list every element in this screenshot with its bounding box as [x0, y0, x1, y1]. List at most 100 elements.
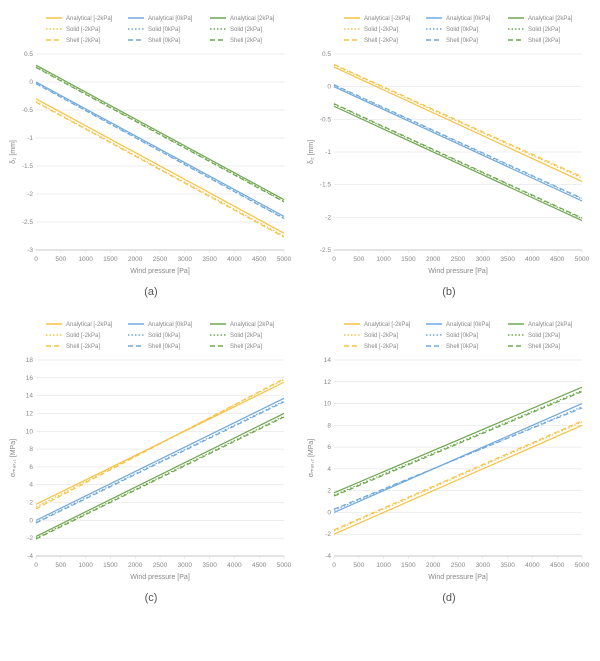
svg-text:-3: -3 — [27, 247, 33, 254]
svg-text:500: 500 — [353, 256, 364, 263]
panel-c: -4-2024681012141618050010001500200025003… — [6, 314, 296, 584]
svg-text:Shell [2kPa]: Shell [2kPa] — [230, 38, 262, 44]
svg-text:2000: 2000 — [128, 256, 143, 263]
caption-c: (c) — [6, 586, 296, 618]
svg-text:-2: -2 — [325, 531, 331, 538]
svg-text:6: 6 — [327, 444, 331, 451]
svg-text:δ₂ [mm]: δ₂ [mm] — [308, 140, 315, 164]
svg-text:-0.5: -0.5 — [22, 107, 34, 114]
svg-text:2000: 2000 — [128, 562, 143, 569]
svg-text:Solid [0kPa]: Solid [0kPa] — [148, 27, 180, 33]
svg-text:14: 14 — [26, 393, 34, 400]
svg-text:-4: -4 — [325, 553, 331, 560]
svg-text:4: 4 — [29, 482, 33, 489]
svg-text:Shell [-2kPa]: Shell [-2kPa] — [364, 344, 398, 350]
svg-text:Shell [0kPa]: Shell [0kPa] — [446, 344, 478, 350]
svg-text:Solid [2kPa]: Solid [2kPa] — [528, 333, 560, 339]
svg-text:0: 0 — [327, 84, 331, 91]
svg-text:-2.5: -2.5 — [320, 247, 332, 254]
svg-text:-2: -2 — [27, 535, 33, 542]
svg-text:σₘₐₓ,₁ [MPa]: σₘₐₓ,₁ [MPa] — [10, 439, 17, 477]
svg-text:3500: 3500 — [500, 562, 515, 569]
svg-text:Analytical [0kPa]: Analytical [0kPa] — [148, 16, 193, 22]
svg-text:4000: 4000 — [525, 256, 540, 263]
panel-d: -4-2024681012140500100015002000250030003… — [304, 314, 594, 584]
chart-d: -4-2024681012140500100015002000250030003… — [304, 314, 590, 584]
svg-text:0: 0 — [332, 562, 336, 569]
svg-text:2: 2 — [29, 500, 33, 507]
svg-text:8: 8 — [327, 422, 331, 429]
svg-text:3000: 3000 — [476, 562, 491, 569]
svg-text:Solid [-2kPa]: Solid [-2kPa] — [66, 27, 100, 33]
svg-text:14: 14 — [324, 357, 332, 364]
svg-text:0: 0 — [327, 509, 331, 516]
svg-text:0: 0 — [34, 562, 38, 569]
svg-text:Analytical [-2kPa]: Analytical [-2kPa] — [364, 16, 411, 22]
svg-text:-2.5: -2.5 — [22, 219, 34, 226]
svg-text:1500: 1500 — [401, 562, 416, 569]
svg-text:2500: 2500 — [451, 562, 466, 569]
svg-text:Shell [2kPa]: Shell [2kPa] — [528, 38, 560, 44]
svg-text:Solid [2kPa]: Solid [2kPa] — [230, 333, 262, 339]
svg-text:5000: 5000 — [575, 256, 590, 263]
svg-text:-1: -1 — [325, 149, 331, 156]
chart-b: -2.5-2-1.5-1-0.500.505001000150020002500… — [304, 8, 590, 278]
svg-text:1000: 1000 — [376, 256, 391, 263]
svg-text:Solid [0kPa]: Solid [0kPa] — [148, 333, 180, 339]
svg-text:1000: 1000 — [376, 562, 391, 569]
svg-text:-1.5: -1.5 — [320, 182, 332, 189]
svg-text:Shell [2kPa]: Shell [2kPa] — [528, 344, 560, 350]
svg-text:1000: 1000 — [78, 256, 93, 263]
svg-text:16: 16 — [26, 375, 34, 382]
svg-text:Analytical [2kPa]: Analytical [2kPa] — [230, 16, 275, 22]
svg-text:Shell [-2kPa]: Shell [-2kPa] — [66, 38, 100, 44]
svg-text:3000: 3000 — [476, 256, 491, 263]
svg-text:Analytical [0kPa]: Analytical [0kPa] — [148, 322, 193, 328]
svg-text:2500: 2500 — [451, 256, 466, 263]
caption-d: (d) — [304, 586, 594, 618]
svg-text:Shell [0kPa]: Shell [0kPa] — [446, 38, 478, 44]
svg-text:8: 8 — [29, 446, 33, 453]
svg-text:0: 0 — [29, 517, 33, 524]
svg-text:-1: -1 — [27, 135, 33, 142]
svg-text:-4: -4 — [27, 553, 33, 560]
svg-text:12: 12 — [26, 410, 34, 417]
svg-text:2000: 2000 — [426, 256, 441, 263]
svg-text:4000: 4000 — [525, 562, 540, 569]
svg-text:500: 500 — [55, 256, 66, 263]
svg-text:Shell [0kPa]: Shell [0kPa] — [148, 344, 180, 350]
svg-text:10: 10 — [26, 428, 34, 435]
svg-text:Shell [0kPa]: Shell [0kPa] — [148, 38, 180, 44]
svg-text:0: 0 — [332, 256, 336, 263]
svg-text:1000: 1000 — [78, 562, 93, 569]
svg-text:12: 12 — [324, 379, 332, 386]
svg-text:5000: 5000 — [277, 256, 292, 263]
svg-text:Wind pressure [Pa]: Wind pressure [Pa] — [130, 574, 190, 581]
svg-text:3500: 3500 — [500, 256, 515, 263]
svg-text:-1.5: -1.5 — [22, 163, 34, 170]
svg-text:Solid [0kPa]: Solid [0kPa] — [446, 333, 478, 339]
svg-text:Shell [-2kPa]: Shell [-2kPa] — [364, 38, 398, 44]
chart-c: -4-2024681012141618050010001500200025003… — [6, 314, 292, 584]
svg-text:Analytical [-2kPa]: Analytical [-2kPa] — [66, 322, 113, 328]
svg-text:Wind pressure [Pa]: Wind pressure [Pa] — [130, 268, 190, 275]
svg-text:4500: 4500 — [550, 562, 565, 569]
svg-text:3000: 3000 — [178, 256, 193, 263]
svg-text:3000: 3000 — [178, 562, 193, 569]
svg-text:3500: 3500 — [202, 256, 217, 263]
svg-text:Solid [2kPa]: Solid [2kPa] — [230, 27, 262, 33]
svg-text:-2: -2 — [325, 214, 331, 221]
svg-text:Analytical [2kPa]: Analytical [2kPa] — [528, 16, 573, 22]
svg-text:Solid [-2kPa]: Solid [-2kPa] — [364, 333, 398, 339]
svg-text:Analytical [2kPa]: Analytical [2kPa] — [230, 322, 275, 328]
caption-a: (a) — [6, 280, 296, 312]
panel-b: -2.5-2-1.5-1-0.500.505001000150020002500… — [304, 8, 594, 278]
svg-text:2500: 2500 — [153, 562, 168, 569]
svg-text:0: 0 — [29, 79, 33, 86]
svg-text:4000: 4000 — [227, 256, 242, 263]
svg-text:Wind pressure [Pa]: Wind pressure [Pa] — [428, 268, 488, 275]
svg-text:Solid [-2kPa]: Solid [-2kPa] — [66, 333, 100, 339]
panel-a: -3-2.5-2-1.5-1-0.500.5050010001500200025… — [6, 8, 296, 278]
svg-text:-2: -2 — [27, 191, 33, 198]
svg-text:4500: 4500 — [550, 256, 565, 263]
